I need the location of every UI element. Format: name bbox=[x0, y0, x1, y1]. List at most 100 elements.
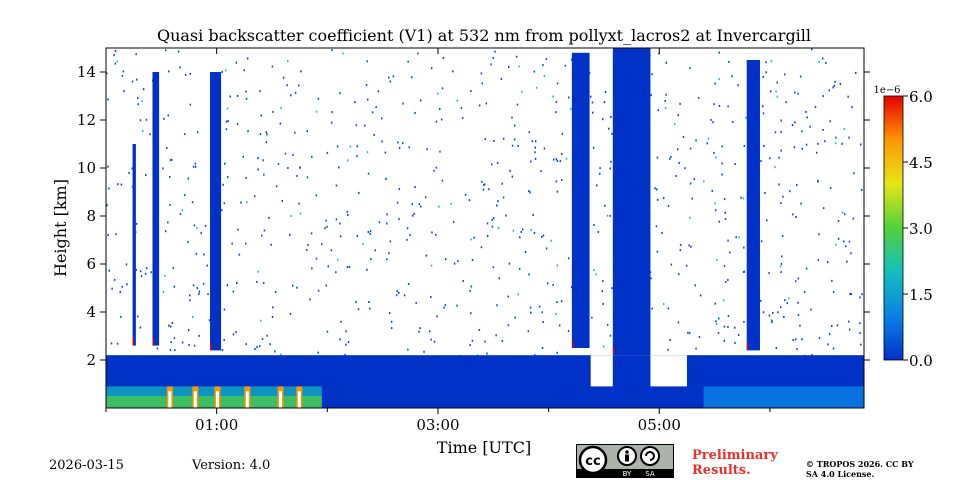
noise-pixel bbox=[384, 151, 387, 154]
noise-pixel bbox=[107, 165, 109, 168]
noise-pixel bbox=[485, 102, 488, 105]
noise-pixel bbox=[106, 204, 108, 207]
noise-pixel bbox=[184, 133, 186, 136]
noise-pixel bbox=[679, 243, 682, 246]
noise-pixel bbox=[257, 157, 259, 159]
noise-pixel bbox=[500, 77, 503, 80]
noise-pixel bbox=[742, 197, 745, 200]
noise-pixel bbox=[743, 246, 745, 249]
noise-pixel bbox=[106, 72, 108, 75]
noise-pixel bbox=[431, 231, 433, 234]
noise-pixel bbox=[135, 222, 138, 225]
cloud-column bbox=[152, 72, 160, 346]
y-tick-label: 8 bbox=[86, 207, 96, 225]
noise-pixel bbox=[593, 269, 595, 271]
noise-pixel bbox=[678, 161, 680, 164]
noise-pixel bbox=[282, 76, 285, 79]
noise-pixel bbox=[189, 103, 192, 106]
noise-pixel bbox=[183, 194, 186, 197]
chart-title: Quasi backscatter coefficient (V1) at 53… bbox=[157, 26, 811, 45]
noise-pixel bbox=[338, 166, 340, 169]
noise-pixel bbox=[208, 319, 211, 322]
noise-pixel bbox=[542, 321, 544, 323]
noise-pixel bbox=[849, 292, 851, 295]
noise-pixel bbox=[179, 212, 182, 215]
noise-pixel bbox=[114, 50, 117, 52]
noise-pixel bbox=[226, 284, 229, 287]
noise-pixel bbox=[378, 221, 381, 224]
noise-pixel bbox=[298, 84, 300, 87]
noise-pixel bbox=[803, 291, 806, 294]
noise-pixel bbox=[595, 273, 597, 276]
noise-pixel bbox=[665, 61, 667, 64]
noise-pixel bbox=[272, 110, 274, 113]
noise-pixel bbox=[194, 162, 197, 165]
noise-pixel bbox=[369, 230, 372, 233]
noise-pixel bbox=[601, 290, 603, 293]
noise-pixel bbox=[810, 308, 812, 311]
x-tick-label: 03:00 bbox=[416, 416, 459, 434]
noise-pixel bbox=[511, 116, 513, 119]
noise-pixel bbox=[778, 183, 780, 186]
noise-pixel bbox=[442, 57, 445, 59]
noise-pixel bbox=[257, 168, 259, 171]
surface-echo-saturated bbox=[245, 391, 249, 408]
colorbar-exponent: 1e−6 bbox=[873, 85, 900, 96]
noise-pixel bbox=[240, 201, 242, 204]
noise-pixel bbox=[290, 215, 292, 217]
noise-pixel bbox=[265, 141, 268, 144]
noise-pixel bbox=[415, 301, 417, 304]
noise-pixel bbox=[401, 142, 404, 145]
noise-pixel bbox=[797, 277, 800, 280]
noise-pixel bbox=[528, 190, 530, 193]
noise-pixel bbox=[296, 286, 298, 289]
noise-pixel bbox=[829, 186, 832, 189]
noise-pixel bbox=[811, 354, 813, 356]
noise-pixel bbox=[762, 105, 764, 108]
noise-pixel bbox=[397, 141, 399, 144]
noise-pixel bbox=[420, 99, 422, 102]
noise-pixel bbox=[776, 81, 778, 84]
noise-pixel bbox=[171, 158, 173, 161]
noise-pixel bbox=[570, 107, 572, 110]
noise-pixel bbox=[196, 287, 199, 290]
noise-pixel bbox=[845, 245, 847, 248]
noise-pixel bbox=[507, 295, 509, 298]
noise-pixel bbox=[775, 347, 778, 349]
noise-pixel bbox=[437, 92, 439, 95]
noise-pixel bbox=[794, 91, 796, 94]
noise-pixel bbox=[611, 287, 613, 290]
noise-pixel bbox=[226, 107, 229, 110]
noise-pixel bbox=[414, 111, 416, 114]
noise-pixel bbox=[715, 323, 718, 326]
noise-pixel bbox=[315, 257, 318, 260]
noise-pixel bbox=[775, 90, 777, 93]
noise-pixel bbox=[770, 60, 773, 63]
noise-pixel bbox=[677, 114, 679, 117]
noise-pixel bbox=[411, 214, 414, 217]
noise-pixel bbox=[374, 249, 376, 252]
noise-pixel bbox=[698, 336, 701, 338]
noise-pixel bbox=[260, 319, 262, 322]
noise-pixel bbox=[765, 61, 767, 64]
noise-pixel bbox=[782, 195, 784, 198]
noise-pixel bbox=[107, 234, 109, 236]
noise-pixel bbox=[237, 228, 239, 231]
noise-pixel bbox=[299, 212, 302, 215]
noise-pixel bbox=[236, 123, 239, 126]
noise-pixel bbox=[688, 332, 691, 335]
noise-pixel bbox=[737, 84, 739, 87]
noise-pixel bbox=[243, 69, 245, 72]
noise-pixel bbox=[650, 277, 652, 280]
noise-pixel bbox=[604, 91, 607, 93]
noise-pixel bbox=[327, 265, 329, 268]
noise-pixel bbox=[357, 308, 360, 311]
noise-pixel bbox=[545, 58, 548, 61]
noise-pixel bbox=[335, 218, 338, 221]
noise-pixel bbox=[311, 155, 313, 158]
noise-pixel bbox=[776, 95, 778, 98]
noise-pixel bbox=[816, 151, 818, 154]
noise-pixel bbox=[491, 163, 493, 166]
noise-pixel bbox=[760, 299, 762, 302]
noise-pixel bbox=[349, 145, 352, 148]
